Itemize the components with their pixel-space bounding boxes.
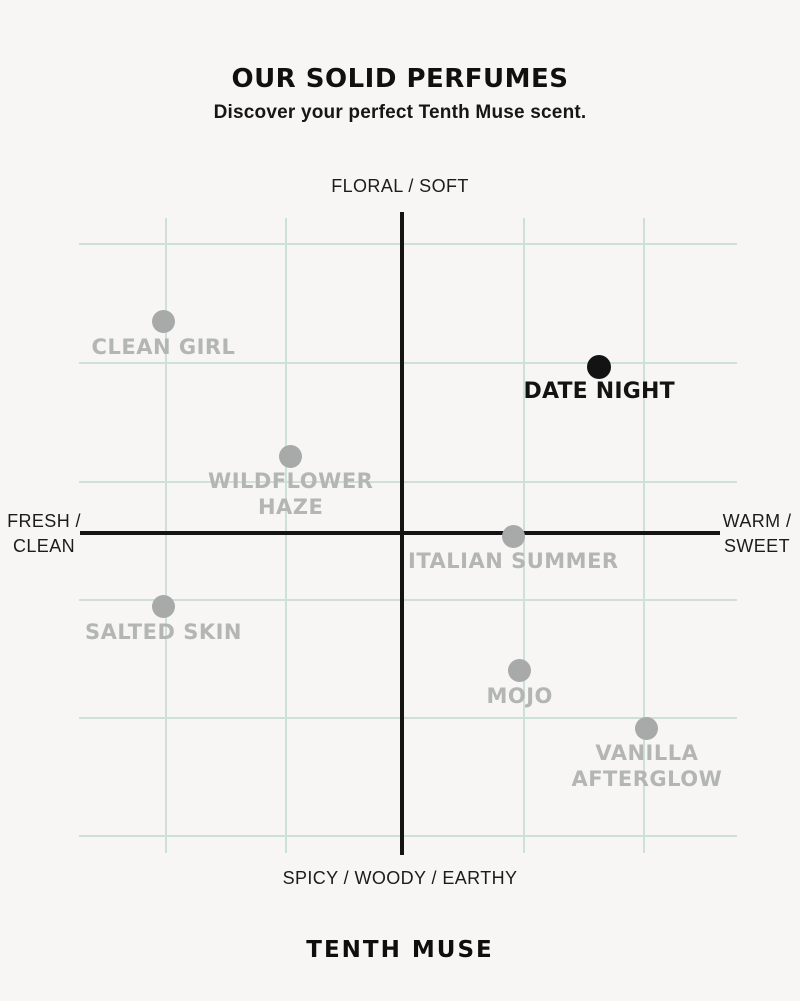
scent-label-date-night: DATE NIGHT — [523, 379, 674, 405]
grid-line-horizontal — [79, 717, 737, 719]
scent-dot-mojo — [508, 659, 532, 683]
scent-dot-italian-summer — [501, 524, 525, 548]
page-subtitle: Discover your perfect Tenth Muse scent. — [213, 102, 587, 123]
scent-label-wildflower-haze: WILDFLOWER HAZE — [208, 468, 373, 520]
scent-label-line: AFTERGLOW — [571, 767, 723, 792]
scent-label-line: CLEAN GIRL — [91, 334, 236, 359]
axis-label-right-line1: WARM / — [722, 511, 792, 531]
scent-dot-wildflower-haze — [279, 444, 303, 468]
grid-line-horizontal — [79, 481, 737, 483]
scent-dot-vanilla-afterglow — [635, 716, 659, 740]
scent-label-line: WILDFLOWER — [208, 469, 374, 494]
scent-dot-salted-skin — [152, 595, 175, 619]
axis-label-right: WARM / SWEET — [690, 509, 800, 559]
scent-label-italian-summer: ITALIAN SUMMER — [408, 548, 619, 574]
scent-label-line: MOJO — [486, 683, 553, 708]
scent-label-line: ITALIAN SUMMER — [408, 549, 619, 574]
axis-label-left: FRESH / CLEAN — [0, 509, 88, 559]
scent-label-vanilla-afterglow: VANILLA AFTERGLOW — [571, 740, 722, 792]
axis-label-left-line1: FRESH / — [7, 511, 81, 531]
scent-label-line: SALTED SKIN — [85, 619, 242, 644]
brand-footer: TENTH MUSE — [306, 937, 494, 963]
page-title: OUR SOLID PERFUMES — [231, 64, 569, 94]
grid-line-horizontal — [79, 362, 737, 364]
axis-label-right-line2: SWEET — [723, 536, 790, 556]
x-axis-line — [80, 531, 720, 535]
scent-label-line: VANILLA — [595, 741, 699, 766]
scent-dot-clean-girl — [152, 310, 175, 334]
scent-label-mojo: MOJO — [486, 683, 552, 709]
grid-line-horizontal — [79, 599, 737, 601]
scent-label-line: DATE NIGHT — [523, 378, 675, 404]
axis-label-left-line2: CLEAN — [12, 536, 76, 556]
scent-label-line: HAZE — [257, 495, 324, 520]
scent-label-clean-girl: CLEAN GIRL — [92, 334, 236, 360]
scent-label-salted-skin: SALTED SKIN — [85, 619, 242, 645]
grid-line-vertical — [643, 218, 645, 853]
grid-line-horizontal — [79, 243, 737, 245]
grid-line-horizontal — [79, 835, 737, 837]
axis-label-bottom: SPICY / WOODY / EARTHY — [282, 868, 518, 888]
grid-line-vertical — [285, 218, 287, 853]
axis-label-top: FLORAL / SOFT — [331, 176, 469, 196]
scent-dot-date-night — [587, 354, 612, 379]
grid-line-vertical — [165, 218, 167, 853]
